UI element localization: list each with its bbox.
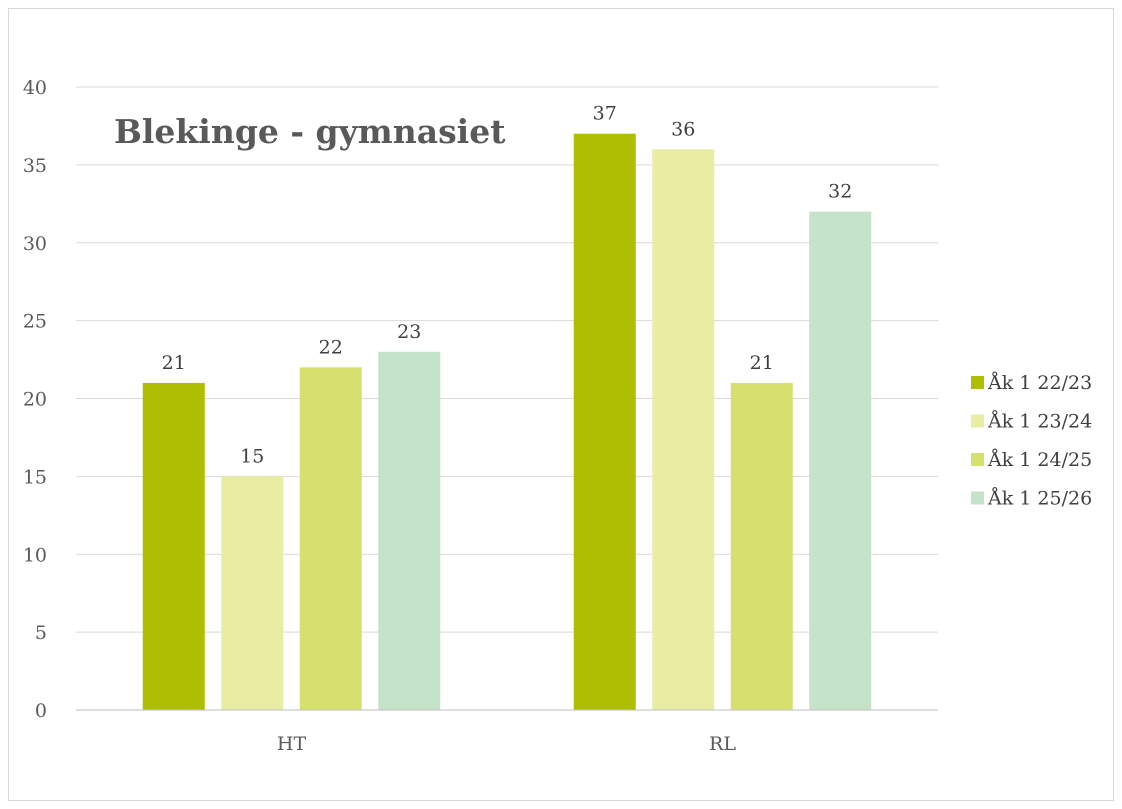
legend-label: Åk 1 25/26	[987, 488, 1092, 510]
bar	[730, 382, 793, 710]
data-label: 21	[162, 352, 186, 374]
legend: Åk 1 22/23 Åk 1 23/24 Åk 1 24/25 Åk 1 25/26	[971, 372, 1092, 510]
y-tick-label: 5	[35, 622, 47, 644]
data-labels: 21 15 22 23 37 36 21 32	[162, 103, 853, 468]
bar	[299, 367, 362, 710]
y-tick-label: 0	[35, 700, 47, 722]
x-tick-label: RL	[709, 733, 736, 755]
y-tick-label: 15	[23, 466, 47, 488]
y-tick-label: 10	[23, 544, 47, 566]
legend-swatch	[971, 376, 984, 389]
bar	[221, 476, 284, 710]
y-axis-tick-labels: 0 5 10 15 20 25 30 35 40	[23, 77, 47, 722]
legend-swatch	[971, 491, 984, 505]
legend-swatch	[971, 453, 984, 466]
bars	[142, 133, 872, 711]
bar	[573, 133, 636, 711]
data-label: 22	[319, 336, 343, 358]
bar	[378, 351, 441, 710]
x-axis-tick-labels: HT RL	[277, 733, 736, 755]
x-tick-label: HT	[277, 733, 307, 755]
legend-label: Åk 1 23/24	[987, 411, 1092, 433]
data-label: 37	[593, 103, 617, 125]
chart-title: Blekinge - gymnasiet	[114, 112, 506, 151]
bar	[809, 211, 872, 710]
data-label: 15	[240, 445, 264, 467]
data-label: 23	[397, 321, 421, 343]
gridlines	[76, 86, 938, 633]
legend-label: Åk 1 22/23	[987, 372, 1092, 394]
y-tick-label: 30	[23, 233, 47, 255]
y-tick-label: 35	[23, 155, 47, 177]
y-tick-label: 25	[23, 311, 47, 333]
data-label: 32	[828, 181, 852, 203]
data-label: 36	[671, 118, 695, 140]
y-tick-label: 20	[23, 389, 47, 411]
y-tick-label: 40	[23, 77, 47, 99]
legend-label: Åk 1 24/25	[987, 449, 1092, 471]
data-label: 21	[750, 352, 774, 374]
bar	[142, 382, 205, 710]
legend-swatch	[971, 414, 984, 428]
bar	[652, 149, 715, 711]
